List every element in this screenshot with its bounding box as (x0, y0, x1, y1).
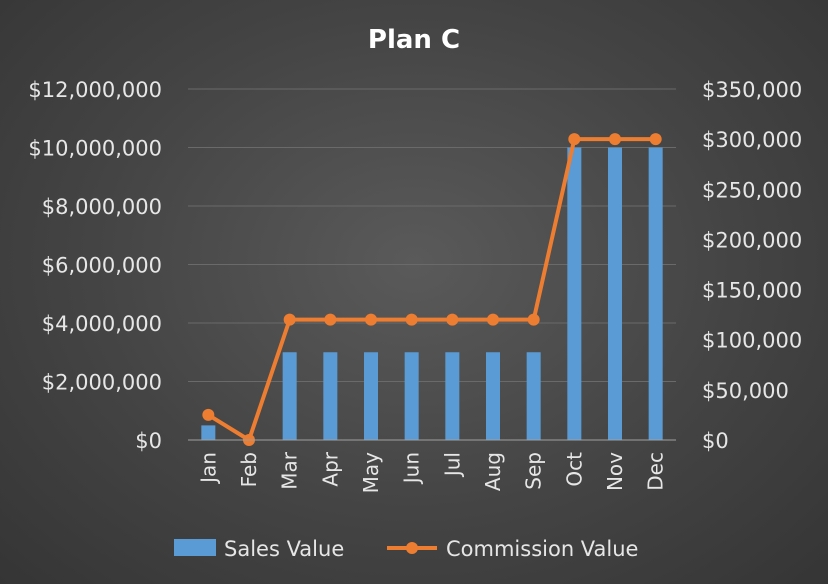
gridlines (188, 88, 676, 382)
right-tick-label: $100,000 (702, 329, 802, 353)
commission-point-dec (649, 133, 662, 146)
sales-bars (201, 147, 663, 440)
commission-point-sep (527, 313, 540, 326)
x-tick-label-oct: Oct (562, 452, 586, 487)
x-tick-label-nov: Nov (603, 452, 627, 491)
commission-point-may (365, 313, 377, 326)
legend-swatch-sales-value (174, 539, 216, 556)
x-tick-label-jul: Jul (440, 452, 464, 478)
x-tick-label-may: May (359, 452, 383, 494)
bar-sep (526, 352, 541, 440)
left-tick-label: $12,000,000 (28, 78, 162, 102)
left-tick-label: $2,000,000 (42, 371, 162, 395)
x-tick-label-dec: Dec (644, 452, 668, 491)
left-tick-label: $10,000,000 (28, 137, 162, 161)
left-tick-label: $6,000,000 (42, 254, 162, 278)
commission-point-aug (487, 313, 499, 326)
commission-point-apr (324, 313, 337, 326)
commission-point-mar (283, 313, 296, 326)
commission-point-jan (202, 408, 215, 421)
right-tick-label: $350,000 (702, 78, 802, 102)
bar-jul (445, 352, 460, 440)
x-tick-label-apr: Apr (318, 451, 342, 486)
x-tick-label-jun: Jun (400, 452, 424, 485)
x-tick-label-jan: Jan (196, 452, 220, 485)
left-tick-label: $4,000,000 (42, 312, 162, 336)
right-tick-label: $300,000 (702, 128, 802, 152)
chart-title: Plan C (368, 25, 460, 55)
right-tick-label: $150,000 (702, 279, 802, 303)
x-tick-label-mar: Mar (278, 451, 302, 490)
bar-jan (201, 425, 216, 440)
legend-label-commission-value: Commission Value (446, 537, 638, 561)
left-y-axis: $0 $2,000,000 $4,000,000 $6,000,000 $8,000,0… (28, 78, 162, 453)
commission-point-oct (568, 133, 581, 146)
x-tick-label-feb: Feb (237, 452, 261, 487)
legend-marker-commission-value (406, 542, 418, 554)
commission-point-nov (609, 133, 621, 146)
bar-may (364, 352, 378, 440)
bar-apr (323, 352, 338, 440)
right-tick-label: $50,000 (702, 379, 789, 403)
commission-line (202, 133, 662, 446)
bar-jun (404, 352, 419, 440)
bar-oct (567, 147, 582, 440)
x-tick-label-sep: Sep (522, 452, 546, 490)
left-tick-label: $0 (135, 429, 162, 453)
bar-mar (282, 352, 297, 440)
commission-point-jun (405, 313, 418, 326)
legend: Sales Value Commission Value (174, 537, 638, 561)
bar-nov (608, 147, 622, 440)
x-axis: Jan Feb Mar Apr May Jun Jul Aug Sep Oct Nov Dec (188, 439, 676, 494)
bar-aug (486, 352, 500, 440)
x-tick-label-aug: Aug (481, 452, 505, 491)
legend-label-sales-value: Sales Value (224, 537, 344, 561)
commission-line-path (207, 137, 656, 442)
left-tick-label: $8,000,000 (42, 195, 162, 219)
commission-point-jul (446, 313, 459, 326)
right-tick-label: $250,000 (702, 178, 802, 202)
bar-dec (648, 147, 663, 440)
right-tick-label: $200,000 (702, 228, 802, 252)
right-y-axis: $0 $50,000 $100,000 $150,000 $200,000 $250,00… (702, 78, 802, 453)
right-tick-label: $0 (702, 429, 729, 453)
